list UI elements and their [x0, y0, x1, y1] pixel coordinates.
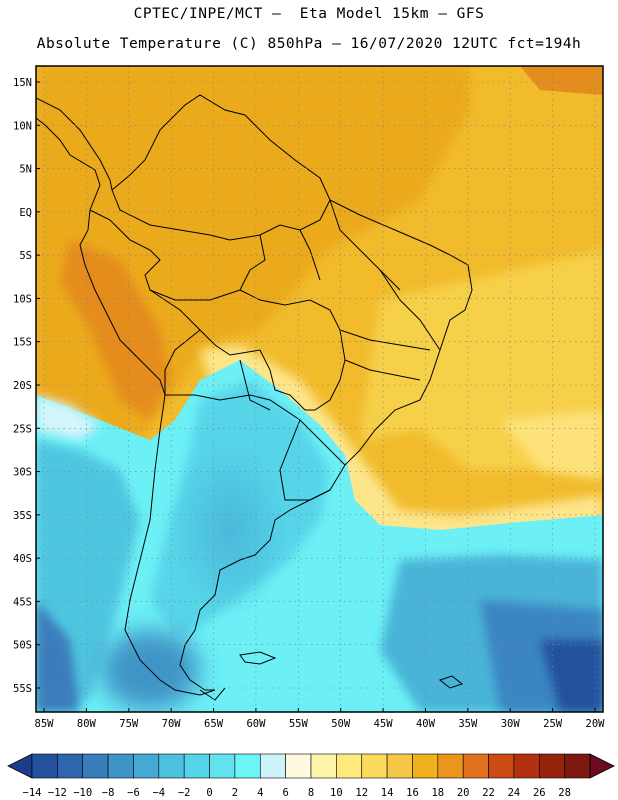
lon-label: 20W — [586, 718, 606, 730]
lon-label: 55W — [289, 718, 309, 730]
lat-label: 20S — [13, 380, 32, 392]
colorbar-label: 20 — [457, 787, 470, 799]
colorbar-label: 16 — [406, 787, 419, 799]
colorbar-swatch — [107, 753, 134, 779]
lon-label: 60W — [246, 718, 266, 730]
lat-label: 45S — [13, 596, 32, 608]
colorbar-swatch — [386, 753, 413, 779]
colorbar-swatch — [538, 753, 565, 779]
temperature-field — [36, 66, 603, 712]
colorbar-label: 0 — [206, 787, 212, 799]
colorbar-label: 28 — [558, 787, 571, 799]
colorbar-swatch — [336, 753, 363, 779]
colorbar-label: 22 — [482, 787, 495, 799]
colorbar-label: −8 — [102, 787, 115, 799]
lon-label: 85W — [35, 718, 55, 730]
map-title-line-1: CPTEC/INPE/MCT – Eta Model 15km – GFS — [133, 6, 485, 22]
colorbar-labels: −14 −12 −10 −8 −6 −4 −2 0 2 4 6 8 10 12 14 16 18 20 22 24 26… — [23, 787, 571, 799]
latitude-labels: 15N 10N 5N EQ 5S 10S 15S 20S 25S 30S 35S 40S 45S 50S 5… — [13, 77, 40, 695]
colorbar-swatch — [183, 753, 210, 779]
colorbar-swatch — [462, 753, 489, 779]
colorbar-label: 8 — [308, 787, 314, 799]
colorbar-swatch — [234, 753, 261, 779]
lon-label: 25W — [543, 718, 563, 730]
lat-label: 40S — [13, 553, 32, 565]
lon-label: 70W — [162, 718, 182, 730]
colorbar-swatch — [259, 753, 286, 779]
lat-label: 5N — [19, 164, 32, 176]
colorbar-label: −10 — [73, 787, 92, 799]
colorbar-swatch — [133, 753, 160, 779]
lat-label: 10S — [13, 293, 32, 305]
lon-label: 75W — [119, 718, 139, 730]
lon-label: 45W — [374, 718, 394, 730]
colorbar-label: 2 — [232, 787, 238, 799]
lon-label: 30W — [501, 718, 521, 730]
colorbar-label: 4 — [257, 787, 263, 799]
lon-label: 40W — [416, 718, 436, 730]
colorbar-label: −4 — [152, 787, 165, 799]
lat-label: 55S — [13, 683, 32, 695]
lon-label: 65W — [204, 718, 224, 730]
colorbar-swatch — [310, 753, 337, 779]
lat-label: EQ — [19, 207, 32, 219]
lat-label: 50S — [13, 640, 32, 652]
longitude-labels: 85W 80W 75W 70W 65W 60W 55W 50W 45W 40W 35W 30W 25W 2… — [35, 708, 606, 730]
colorbar-swatch — [488, 753, 515, 779]
colorbar-label: 10 — [330, 787, 343, 799]
colorbar-label: 6 — [282, 787, 288, 799]
graticule — [36, 66, 603, 712]
colorbar — [7, 753, 615, 779]
colorbar-arrow-right — [589, 753, 615, 779]
colorbar-swatch — [437, 753, 464, 779]
colorbar-label: 18 — [431, 787, 444, 799]
colorbar-label: −2 — [178, 787, 191, 799]
lon-label: 80W — [77, 718, 97, 730]
colorbar-swatch — [31, 753, 58, 779]
map-frame — [35, 65, 604, 713]
colorbar-label: 14 — [381, 787, 394, 799]
colorbar-swatch — [564, 753, 591, 779]
colorbar-swatch — [513, 753, 540, 779]
colorbar-swatch — [158, 753, 185, 779]
lat-label: 35S — [13, 510, 32, 522]
colorbar-arrow-left — [7, 753, 33, 779]
lon-label: 35W — [458, 718, 478, 730]
map-title-line-2: Absolute Temperature (C) 850hPa – 16/07/… — [36, 36, 582, 52]
colorbar-swatch — [285, 753, 312, 779]
colorbar-swatch — [209, 753, 236, 779]
colorbar-label: 24 — [508, 787, 521, 799]
colorbar-swatch — [361, 753, 388, 779]
colorbar-swatch — [57, 753, 84, 779]
colorbar-swatch — [82, 753, 109, 779]
colorbar-label: −14 — [23, 787, 42, 799]
colorbar-label: −12 — [48, 787, 67, 799]
country-borders — [36, 94, 473, 701]
lon-label: 50W — [331, 718, 351, 730]
lat-label: 25S — [13, 423, 32, 435]
lat-label: 30S — [13, 467, 32, 479]
colorbar-swatch — [412, 753, 439, 779]
colorbar-label: 12 — [355, 787, 368, 799]
lat-label: 15N — [13, 77, 32, 89]
lat-label: 15S — [13, 337, 32, 349]
colorbar-label: 26 — [533, 787, 546, 799]
colorbar-label: −6 — [127, 787, 140, 799]
lat-label: 5S — [19, 250, 32, 262]
lat-label: 10N — [13, 120, 32, 132]
